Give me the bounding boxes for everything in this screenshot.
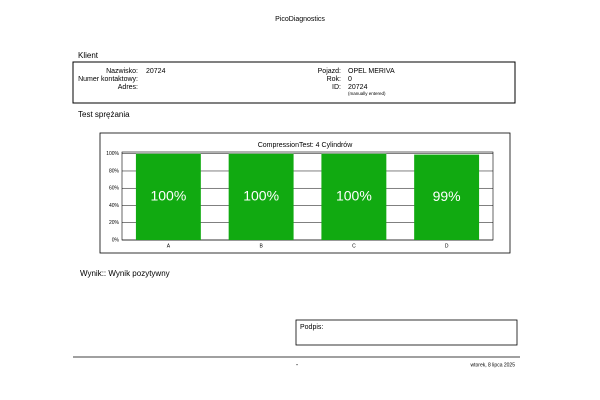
value-label: 100%: [336, 188, 372, 204]
value-label: 100%: [243, 188, 279, 204]
chart-title: CompressionTest: 4 Cylindrów: [258, 142, 353, 149]
header-title: PicoDiagnostics: [275, 16, 325, 23]
section-title: Test sprężania: [78, 110, 130, 119]
field-label: Rok:: [327, 76, 341, 83]
field-value: OPEL MERIVA: [348, 68, 395, 75]
result-text: Wynik:: Wynik pozytywny: [80, 269, 170, 278]
field-value: 20724: [146, 68, 166, 75]
field-value: 0: [348, 76, 352, 83]
y-tick-label: 60%: [109, 186, 120, 192]
section-title: Klient: [78, 51, 99, 60]
client-box: [72, 61, 516, 104]
footer-date: wtorek, 8 lipca 2025: [471, 362, 516, 368]
field-label: ID:: [332, 84, 341, 91]
value-label: 100%: [150, 188, 186, 204]
bar: [321, 153, 387, 240]
signature-box: [295, 319, 518, 346]
field-label: Numer kontaktowy:: [78, 76, 138, 83]
field-label: Pojazd:: [318, 68, 341, 75]
field-label: Nazwisko:: [106, 68, 138, 75]
x-tick-label: D: [445, 243, 449, 249]
x-tick-label: A: [167, 243, 171, 249]
footer-center: -: [296, 362, 299, 369]
y-tick-label: 0%: [112, 237, 120, 243]
x-tick-label: C: [352, 243, 356, 249]
bar: [414, 154, 480, 240]
bar: [228, 153, 294, 240]
x-tick-label: B: [259, 243, 263, 249]
field-value: 20724: [348, 84, 368, 91]
y-tick-label: 20%: [109, 220, 120, 226]
field-note: (manually entered): [348, 91, 386, 96]
value-label: 99%: [433, 188, 461, 204]
y-tick-label: 80%: [109, 168, 120, 174]
y-tick-label: 40%: [109, 203, 120, 209]
y-tick-label: 100%: [106, 151, 119, 157]
bar: [135, 153, 201, 240]
signature-label: Podpis:: [300, 324, 323, 331]
field-label: Adres:: [118, 84, 138, 91]
